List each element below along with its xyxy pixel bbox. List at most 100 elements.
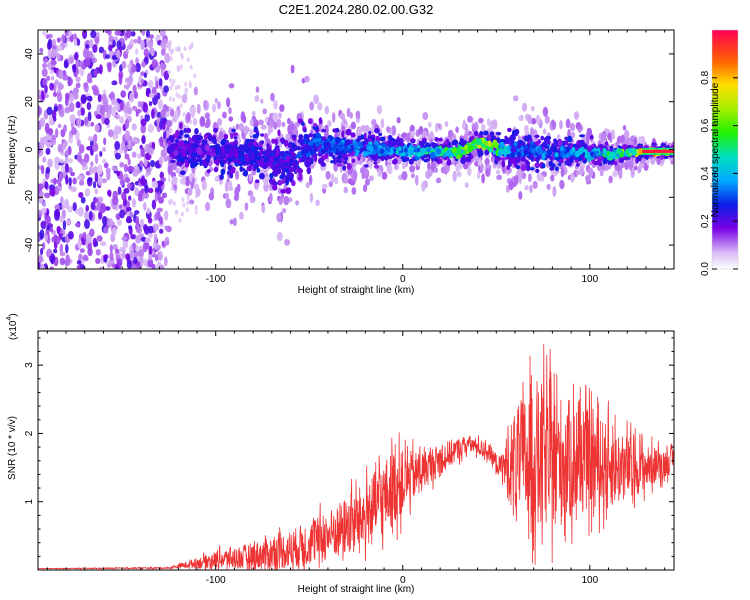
ridge-cell (338, 141, 343, 146)
ridge-cell (354, 152, 360, 157)
ridge-cell (279, 138, 284, 143)
ridge-cell (430, 142, 436, 146)
ridge-cell (330, 173, 335, 184)
noise-cell (47, 38, 53, 49)
ridge-cell (267, 145, 272, 150)
noise-cell (90, 121, 95, 127)
ridge-cell (481, 123, 486, 132)
ridge-cell (334, 176, 339, 185)
ridge-cell (228, 150, 234, 157)
ridge-cell (361, 169, 366, 180)
ridge-cell (212, 138, 217, 145)
ridge-cell (343, 146, 349, 152)
noise-cell (63, 140, 68, 147)
noise-cell (51, 45, 57, 51)
noise-cell (68, 177, 72, 186)
ridge-cell (530, 117, 537, 125)
ridge-cell (545, 135, 552, 141)
noise-cell (112, 196, 119, 206)
noise-cell (126, 166, 133, 172)
noise-cell (76, 139, 81, 147)
ridge-cell (502, 165, 506, 174)
noise-cell (94, 153, 99, 165)
noise-cell (125, 101, 131, 109)
ridge-cell (355, 149, 361, 153)
ridge-cell (499, 141, 505, 148)
ridge-cell (521, 172, 527, 180)
ridge-cell (309, 101, 314, 111)
ridge-cell (544, 115, 550, 124)
noise-cell (180, 211, 184, 217)
ridge-cell (351, 158, 356, 163)
noise-cell (45, 147, 51, 155)
ridge-cell (254, 95, 260, 102)
ridge-cell (291, 180, 296, 187)
noise-cell (49, 187, 56, 197)
noise-cell (127, 64, 133, 69)
noise-cell (45, 166, 51, 174)
noise-cell (76, 265, 81, 269)
noise-cell (113, 125, 120, 136)
ridge-cell (608, 175, 613, 184)
ridge-cell (255, 86, 260, 93)
ridge-cell (222, 152, 227, 159)
ridge-cell (260, 140, 264, 145)
ridge-cell (318, 117, 323, 125)
ridge-cell (373, 161, 378, 165)
noise-cell (188, 45, 192, 51)
ridge-cell (186, 127, 192, 134)
ridge-cell (189, 172, 193, 183)
ridge-cell (597, 159, 602, 165)
noise-cell (158, 156, 164, 165)
noise-cell (185, 207, 189, 213)
ridge-cell (313, 146, 318, 154)
ridge-cell (373, 144, 377, 150)
ridge-cell (273, 122, 278, 130)
ridge-cell (241, 151, 245, 157)
noise-cell (108, 44, 113, 52)
ridge-cell (273, 99, 278, 110)
ridge-cell (541, 153, 546, 161)
noise-cell (125, 30, 132, 39)
ridge-cell (549, 167, 555, 171)
noise-cell (180, 54, 184, 60)
noise-cell (68, 31, 73, 37)
noise-cell (145, 87, 151, 93)
ridge-cell (638, 162, 645, 169)
ridge-cell (193, 86, 198, 96)
ridge-cell (564, 140, 569, 146)
noise-cell (91, 84, 98, 92)
noise-cell (74, 52, 79, 61)
noise-cell (38, 190, 44, 198)
noise-cell (38, 124, 42, 131)
ridge-cell (386, 163, 391, 173)
ridge-cell (260, 98, 264, 104)
noise-cell (46, 106, 53, 116)
ridge-cell (345, 128, 352, 136)
ridge-cell (283, 195, 290, 206)
noise-cell (67, 205, 73, 213)
ridge-cell (392, 158, 398, 165)
ridge-cell (520, 141, 526, 147)
noise-cell (73, 33, 77, 40)
ridge-cell (575, 163, 580, 167)
ridge-cell (291, 142, 296, 149)
ridge-cell (456, 147, 462, 154)
noise-cell (124, 144, 129, 152)
ridge-cell (383, 150, 390, 155)
noise-cell (194, 209, 198, 215)
noise-cell (50, 76, 55, 81)
noise-cell (59, 243, 63, 254)
ridge-cell (538, 145, 542, 152)
ridge-cell (278, 198, 283, 205)
ridge-cell (367, 160, 373, 167)
noise-cell (119, 204, 123, 210)
noise-cell (61, 145, 67, 150)
ridge-cell (262, 151, 267, 155)
ridge-cell (631, 148, 637, 153)
snr-y-label: SNR (10 * v/v) (7, 416, 18, 480)
noise-cell (111, 80, 118, 86)
ridge-cell (262, 155, 269, 160)
noise-cell (72, 63, 77, 73)
